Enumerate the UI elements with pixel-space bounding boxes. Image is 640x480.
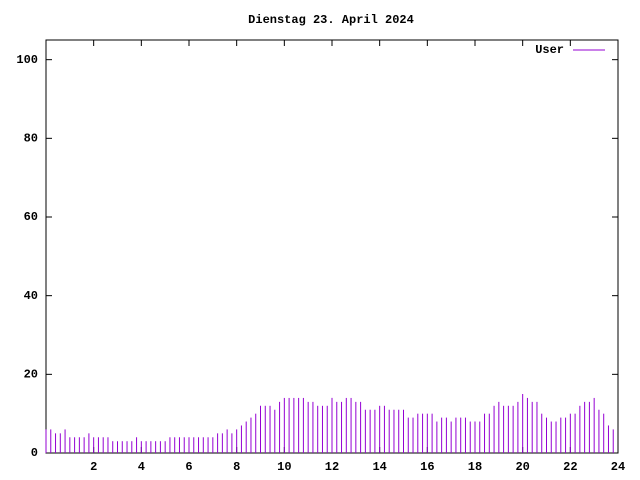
- x-tick-label: 22: [563, 460, 577, 474]
- x-tick-label: 16: [420, 460, 434, 474]
- x-tick-label: 8: [233, 460, 240, 474]
- y-tick-label: 0: [31, 446, 38, 460]
- legend-label: User: [535, 43, 564, 57]
- chart-title: Dienstag 23. April 2024: [248, 13, 414, 27]
- x-tick-label: 6: [185, 460, 192, 474]
- y-tick-label: 60: [24, 210, 38, 224]
- x-tick-label: 4: [138, 460, 145, 474]
- plot-frame: [45, 39, 619, 454]
- y-tick-label: 100: [16, 53, 38, 67]
- x-tick-label: 14: [372, 460, 386, 474]
- x-tick-label: 18: [468, 460, 482, 474]
- y-tick-label: 80: [24, 132, 38, 146]
- x-tick-label: 20: [515, 460, 529, 474]
- x-tick-label: 10: [277, 460, 291, 474]
- y-tick-label: 20: [24, 368, 38, 382]
- y-tick-label: 40: [24, 289, 38, 303]
- x-tick-label: 12: [325, 460, 339, 474]
- x-tick-label: 24: [611, 460, 625, 474]
- x-tick-label: 2: [90, 460, 97, 474]
